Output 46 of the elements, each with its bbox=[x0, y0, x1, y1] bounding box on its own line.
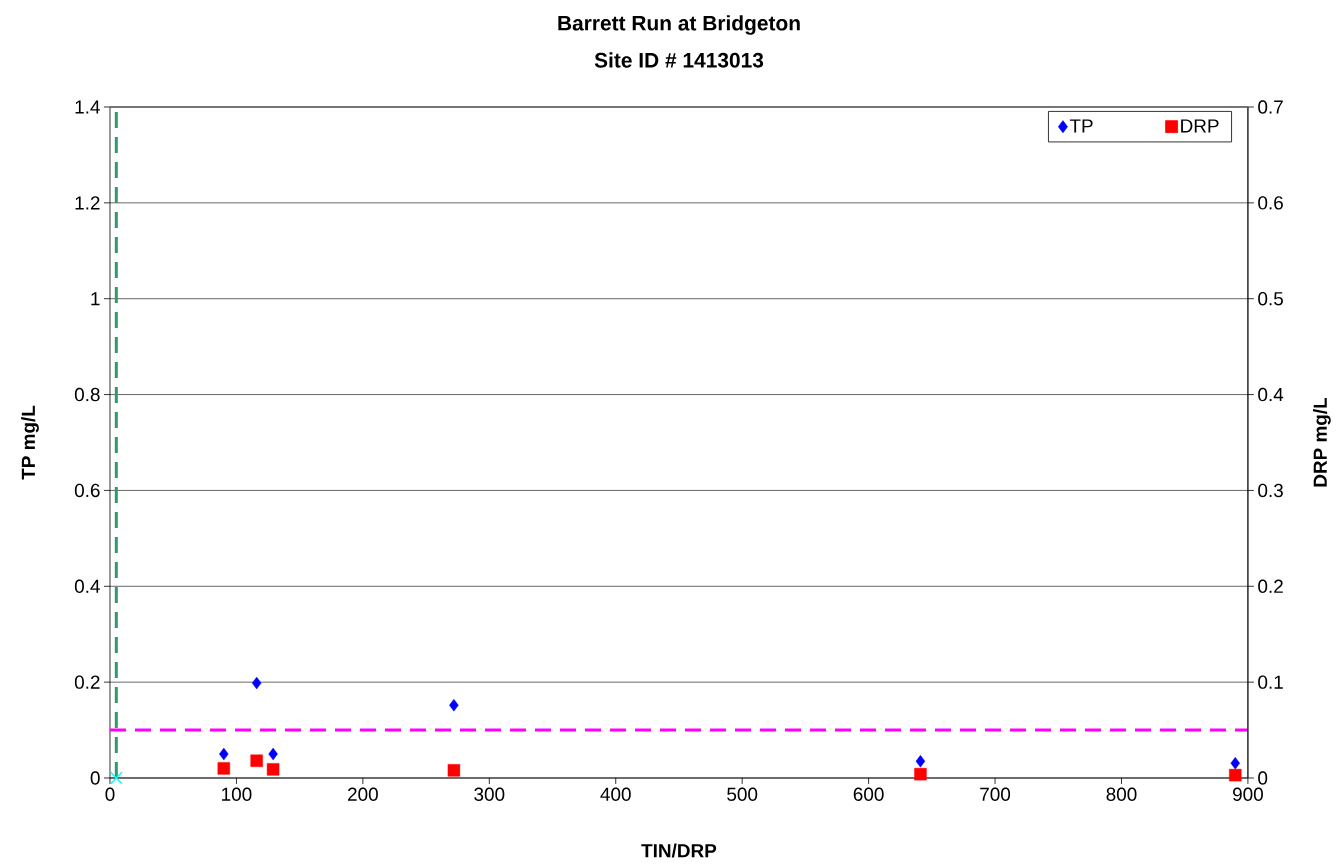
x-tick-label: 600 bbox=[853, 787, 884, 801]
legend-label: DRP bbox=[1181, 119, 1219, 133]
point bbox=[447, 764, 461, 777]
y2-axis-title: DRP mg/L bbox=[1313, 397, 1331, 487]
chart-title: Barrett Run at Bridgeton bbox=[558, 15, 800, 35]
legend-label: TP bbox=[1069, 119, 1093, 133]
y2-tick-label: 0.7 bbox=[1258, 100, 1283, 114]
point bbox=[449, 698, 459, 712]
point bbox=[109, 771, 123, 785]
y-tick-label: 0 bbox=[90, 771, 100, 785]
y-tick-label: 1.2 bbox=[75, 196, 100, 210]
point bbox=[266, 763, 280, 776]
point bbox=[914, 767, 927, 781]
x-tick-label: 100 bbox=[222, 787, 252, 801]
point bbox=[268, 747, 278, 761]
y2-tick-label: 0.2 bbox=[1258, 579, 1283, 593]
x-tick-label: 500 bbox=[727, 787, 758, 801]
y-tick-label: 1 bbox=[91, 292, 100, 306]
y2-tick-label: 0.4 bbox=[1258, 387, 1284, 402]
point bbox=[250, 754, 263, 767]
x-axis-title: TIN/DRP bbox=[641, 843, 717, 858]
chart-subtitle: Site ID # 1413013 bbox=[594, 52, 764, 68]
point bbox=[1230, 756, 1240, 770]
y2-tick-label: 0.5 bbox=[1258, 292, 1283, 306]
x-tick-label: 300 bbox=[474, 787, 505, 801]
point bbox=[915, 755, 926, 768]
point bbox=[219, 747, 229, 761]
point bbox=[251, 676, 262, 690]
y2-tick-label: 0.6 bbox=[1258, 196, 1283, 210]
point bbox=[217, 762, 230, 775]
y-axis-title: TP mg/L bbox=[21, 405, 39, 480]
x-tick-label: 200 bbox=[348, 787, 378, 801]
y2-tick-label: 0.1 bbox=[1258, 675, 1283, 689]
x-tick-label: 400 bbox=[600, 787, 631, 801]
y-tick-label: 0.6 bbox=[74, 483, 100, 498]
y2-tick-label: 0.3 bbox=[1258, 483, 1283, 498]
x-tick-label: 900 bbox=[1233, 787, 1263, 801]
y2-tick-label: 0 bbox=[1258, 771, 1268, 785]
point bbox=[1229, 768, 1242, 782]
x-tick-label: 0 bbox=[105, 787, 115, 801]
y-tick-label: 0.8 bbox=[74, 387, 100, 402]
y-tick-label: 0.4 bbox=[74, 579, 100, 593]
y-tick-label: 0.2 bbox=[74, 675, 100, 689]
y-tick-label: 1.4 bbox=[75, 100, 100, 114]
x-tick-label: 800 bbox=[1106, 787, 1137, 801]
x-tick-label: 700 bbox=[980, 787, 1011, 801]
